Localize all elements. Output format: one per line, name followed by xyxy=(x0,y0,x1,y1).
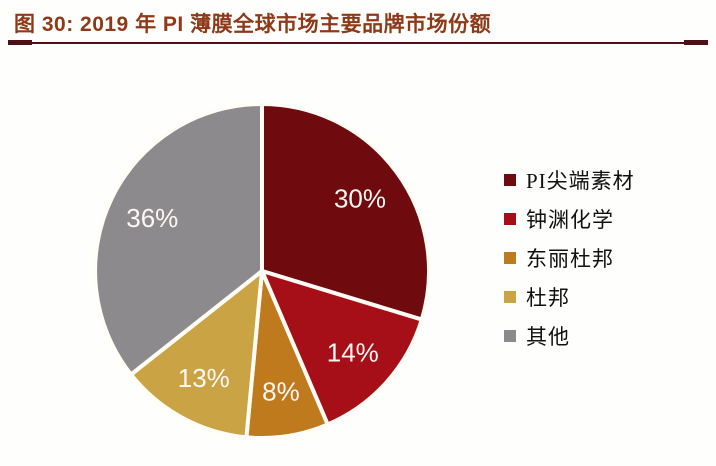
legend-item-toray-dupont: 东丽杜邦 xyxy=(504,245,635,271)
title-divider-right-cap xyxy=(684,40,708,45)
pie-slice-label-0: 30% xyxy=(334,183,386,213)
legend-marker-icon xyxy=(504,173,516,186)
pie-slice-label-2: 8% xyxy=(262,376,300,406)
legend-item-others: 其他 xyxy=(504,323,635,349)
legend-marker-icon xyxy=(504,212,516,225)
legend-label: 其他 xyxy=(526,324,570,349)
title-divider xyxy=(8,42,708,44)
figure-title: 图 30: 2019 年 PI 薄膜全球市场主要品牌市场份额 xyxy=(14,13,492,36)
pie-slice-label-3: 13% xyxy=(178,363,230,393)
legend-label: 杜邦 xyxy=(526,285,570,310)
pie-slice-4 xyxy=(93,102,264,377)
chart-legend: PI尖端素材 钟渊化学 东丽杜邦 杜邦 其他 xyxy=(504,167,635,349)
legend-marker-icon xyxy=(504,290,516,303)
pie-slice-1 xyxy=(260,269,424,427)
legend-label: 东丽杜邦 xyxy=(526,246,614,271)
pie-slice-0 xyxy=(260,102,431,322)
pie-slice-label-4: 36% xyxy=(126,203,178,233)
legend-label: PI尖端素材 xyxy=(526,168,635,193)
legend-marker-icon xyxy=(504,329,516,342)
title-divider-left-cap xyxy=(8,40,32,45)
pie-slice-3 xyxy=(129,269,264,440)
legend-label: 钟渊化学 xyxy=(526,207,614,232)
pie-slice-label-1: 14% xyxy=(327,337,379,367)
legend-item-pi-advanced: PI尖端素材 xyxy=(504,167,635,193)
legend-item-dupont: 杜邦 xyxy=(504,284,635,310)
legend-item-kaneka: 钟渊化学 xyxy=(504,206,635,232)
legend-marker-icon xyxy=(504,251,516,264)
